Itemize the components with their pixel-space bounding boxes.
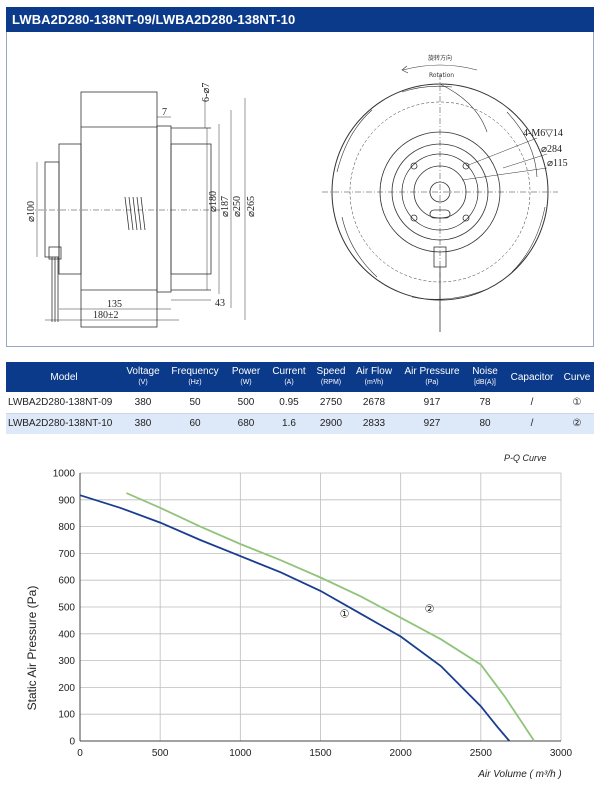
inlet-ring [156,125,172,293]
y-axis-label: Static Air Pressure (Pa) [25,586,39,711]
col-air-pressure: Air Pressure (Pa) [398,362,466,392]
y-tick-label: 600 [58,576,75,587]
table-row: LWBA2D280-138NT-10 380 60 680 1.6 2900 2… [6,413,594,434]
y-tick-label: 300 [58,656,75,667]
cell-air-pressure: 917 [398,392,466,414]
cell-capacitor: / [504,413,560,434]
col-curve: Curve [560,362,594,392]
x-tick-label: 2000 [390,748,413,759]
y-tick-label: 1000 [53,469,76,480]
cell-air-flow: 2833 [350,413,398,434]
dim-d180: ⌀180 [208,191,219,212]
tick-layer: 0 500 1000 1500 2000 2500 3000 0 100 200 300 400 500… [53,469,573,760]
series-label-1: ① [340,609,350,621]
y-tick-label: 500 [58,603,75,614]
col-noise: Noise [dB(A)] [466,362,504,392]
col-power: Power (W) [226,362,266,392]
y-tick-label: 400 [58,629,75,640]
col-capacitor: Capacitor [504,362,560,392]
col-speed: Speed (RPM) [312,362,350,392]
dim-4-m6: 4-M6▽14 [523,128,563,139]
dim-135: 135 [107,299,122,310]
cell-power: 500 [226,392,266,414]
cell-model: LWBA2D280-138NT-09 [6,392,122,414]
cell-air-flow: 2678 [350,392,398,414]
spec-table: Model Voltage (V) Frequency (Hz) Power (W) … [6,362,594,434]
y-tick-label: 800 [58,522,75,533]
x-tick-label: 0 [77,748,83,759]
grid-layer [79,472,562,742]
y-tick-label: 200 [58,683,75,694]
y-tick-label: 100 [58,710,75,721]
dim-d115: ⌀115 [547,158,568,169]
y-tick-label: 700 [58,549,75,560]
dim-d187: ⌀187 [220,196,231,217]
y-tick-label: 900 [58,495,75,506]
x-tick-label: 2500 [470,748,493,759]
cell-voltage: 380 [122,392,164,414]
side-view [27,91,246,328]
cell-curve: ② [560,413,594,434]
cell-voltage: 380 [122,413,164,434]
col-frequency: Frequency (Hz) [164,362,226,392]
dim-d265: ⌀265 [246,196,257,217]
x-tick-label: 3000 [550,748,573,759]
cell-model: LWBA2D280-138NT-10 [6,413,122,434]
col-air-flow: Air Flow (m³/h) [350,362,398,392]
cell-curve: ① [560,392,594,414]
dim-d250: ⌀250 [232,196,243,217]
x-tick-label: 1000 [229,748,252,759]
front-view [322,64,558,332]
dim-d284: ⌀284 [541,144,562,155]
series-label-2: ② [425,603,435,615]
motor-rear-cap [44,161,60,258]
cell-frequency: 60 [164,413,226,434]
cell-frequency: 50 [164,392,226,414]
series-line-1 [79,494,511,742]
dim-43: 43 [215,298,225,309]
spec-table-header: Model Voltage (V) Frequency (Hz) Power (W) … [6,362,594,392]
dim-6-hole: 6-⌀7 [201,83,212,102]
y-tick-label: 0 [69,737,75,748]
cell-noise: 78 [466,392,504,414]
col-current: Current (A) [266,362,312,392]
series-layer [79,492,535,742]
impeller-shroud [170,143,212,275]
cell-speed: 2750 [312,392,350,414]
cell-current: 1.6 [266,413,312,434]
x-axis-label: Air Volume ( m³/h ) [477,769,562,780]
x-tick-label: 500 [152,748,169,759]
dimension-drawing-frame: 7 6-⌀7 ⌀100 ⌀180 ⌀187 ⌀250 ⌀265 135 180±… [6,32,594,347]
motor-flange [58,143,82,275]
pq-chart: P-Q Curve Static Air Pressure (Pa) Air V… [6,448,594,804]
table-row: LWBA2D280-138NT-09 380 50 500 0.95 2750 … [6,392,594,414]
dim-180: 180±2 [93,310,119,321]
dimension-drawing: 7 6-⌀7 ⌀100 ⌀180 ⌀187 ⌀250 ⌀265 135 180±… [26,54,568,332]
cell-speed: 2900 [312,413,350,434]
series-line-2 [126,492,535,742]
cell-capacitor: / [504,392,560,414]
pq-chart-svg: P-Q Curve Static Air Pressure (Pa) Air V… [25,453,573,780]
x-tick-label: 1500 [309,748,332,759]
dim-7: 7 [162,107,167,118]
dim-d100: ⌀100 [26,201,37,222]
rotation-label-cn: 旋转方向 [428,54,452,62]
page-title: LWBA2D280-138NT-09/LWBA2D280-138NT-10 [6,7,594,32]
rotation-label-en: Rotation [429,72,454,79]
cell-air-pressure: 927 [398,413,466,434]
cell-current: 0.95 [266,392,312,414]
cell-noise: 80 [466,413,504,434]
col-voltage: Voltage (V) [122,362,164,392]
col-model: Model [6,362,122,392]
cell-power: 680 [226,413,266,434]
chart-title: P-Q Curve [504,453,547,463]
